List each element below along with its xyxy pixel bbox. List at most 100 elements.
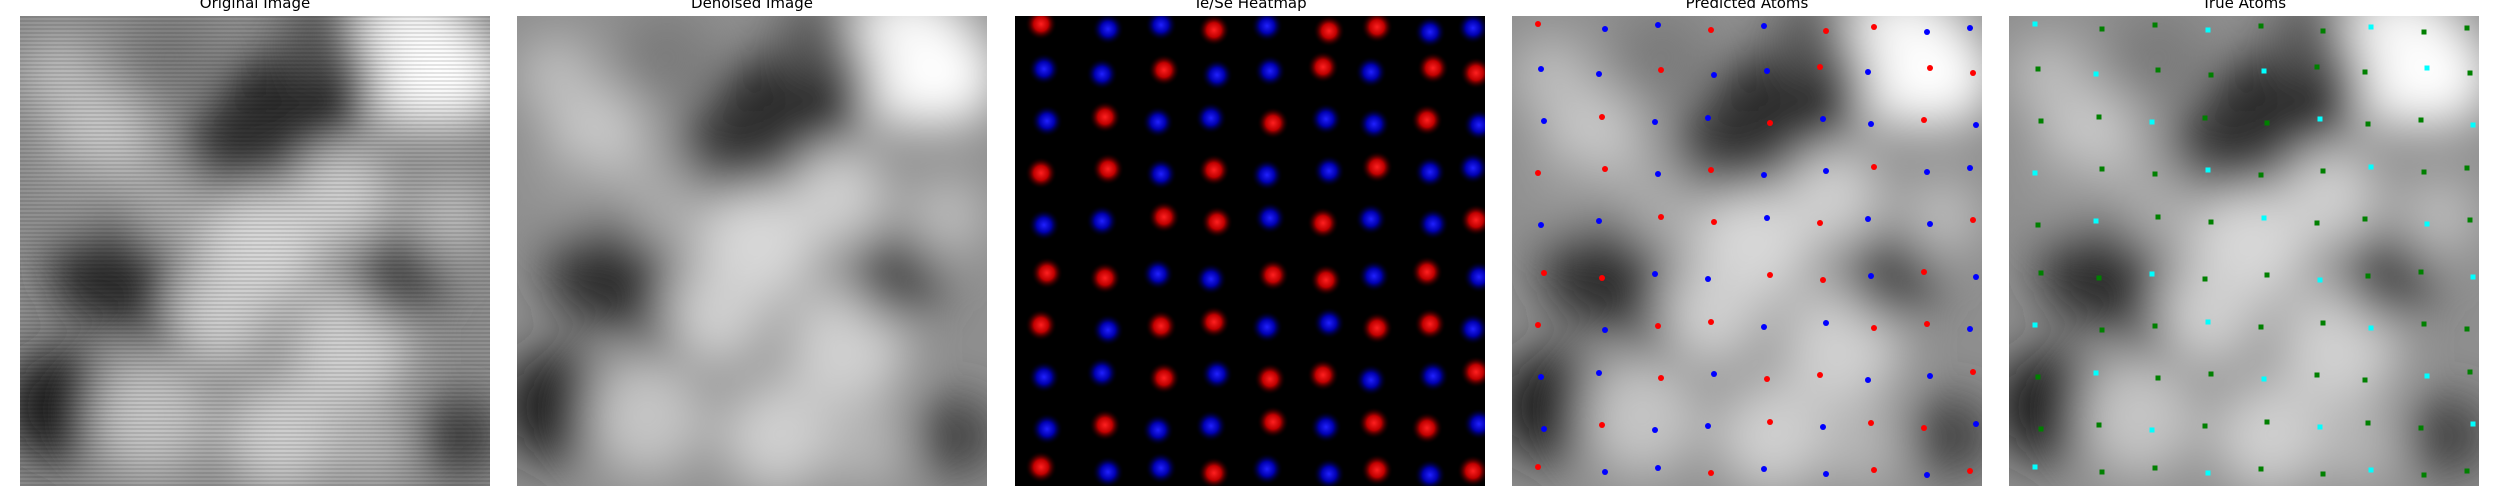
predicted-se-atom xyxy=(1596,370,1602,376)
true-se-atom xyxy=(2365,273,2371,279)
te-heat-spot xyxy=(1457,455,1485,486)
te-heat-spot xyxy=(1417,52,1449,84)
true-se-atom xyxy=(2362,377,2368,383)
texture-blob xyxy=(827,406,907,486)
true-te-atom xyxy=(2424,373,2430,379)
true-se-atom xyxy=(2035,66,2041,72)
se-heat-spot xyxy=(1086,58,1118,90)
texture-blob xyxy=(2009,36,2089,116)
predicted-se-atom xyxy=(1865,216,1871,222)
predicted-se-atom xyxy=(1823,320,1829,326)
predicted-se-atom xyxy=(1967,165,1973,171)
predicted-se-atom xyxy=(1868,273,1874,279)
te-heat-spot xyxy=(1198,16,1230,46)
te-heat-spot xyxy=(1361,454,1393,486)
te-heat-spot xyxy=(1361,312,1393,344)
predicted-se-atom xyxy=(1761,23,1767,29)
predicted-se-atom xyxy=(1924,472,1930,478)
predicted-se-atom xyxy=(1823,168,1829,174)
se-heat-spot xyxy=(1463,109,1485,141)
se-heat-spot xyxy=(1254,55,1286,87)
se-heat-spot xyxy=(1028,209,1060,241)
te-heat-spot xyxy=(1089,101,1121,133)
predicted-se-atom xyxy=(1655,465,1661,471)
predicted-te-atom xyxy=(1921,117,1927,123)
texture-blob xyxy=(907,176,987,256)
te-heat-spot xyxy=(1307,359,1339,391)
predicted-se-atom xyxy=(1924,29,1930,35)
true-se-atom xyxy=(2418,425,2424,431)
panel-title-true: True Atoms xyxy=(2201,0,2287,12)
te-heat-spot xyxy=(1257,107,1289,139)
predicted-se-atom xyxy=(1538,222,1544,228)
predicted-se-atom xyxy=(1927,221,1933,227)
predicted-se-atom xyxy=(1541,118,1547,124)
texture-blob xyxy=(587,356,707,476)
texture-blob xyxy=(777,16,857,76)
se-heat-spot xyxy=(1092,16,1124,45)
true-se-atom xyxy=(2038,118,2044,124)
true-se-atom xyxy=(2365,121,2371,127)
true-se-atom xyxy=(2099,26,2105,32)
true-se-atom xyxy=(2467,369,2473,375)
predicted-se-atom xyxy=(1865,377,1871,383)
predicted-te-atom xyxy=(1921,269,1927,275)
texture-blob xyxy=(2409,396,2479,476)
true-se-atom xyxy=(2314,220,2320,226)
heatmap-panel xyxy=(1015,16,1485,486)
texture-blob xyxy=(2114,161,2204,251)
predicted-te-atom xyxy=(1767,120,1773,126)
se-heat-spot xyxy=(1310,411,1342,443)
true-se-atom xyxy=(2099,469,2105,475)
te-heat-spot xyxy=(1148,54,1180,86)
te-se-heatmap xyxy=(1015,16,1485,486)
true-se-atom xyxy=(2035,374,2041,380)
true-te-atom xyxy=(2032,21,2038,27)
true-te-atom xyxy=(2205,167,2211,173)
predicted-se-atom xyxy=(1541,426,1547,432)
te-heat-spot xyxy=(1307,51,1339,83)
se-heat-spot xyxy=(1417,360,1449,392)
true-se-atom xyxy=(2258,466,2264,472)
predicted-atoms xyxy=(1512,16,1982,486)
true-se-atom xyxy=(2320,471,2326,477)
predicted-te-atom xyxy=(1817,220,1823,226)
true-te-atom xyxy=(2032,322,2038,328)
true-te-atom xyxy=(2470,274,2476,280)
true-se-atom xyxy=(2464,326,2470,332)
true-te-atom xyxy=(2093,218,2099,224)
se-heat-spot xyxy=(1195,410,1227,442)
se-heat-spot xyxy=(1195,263,1227,295)
se-heat-spot xyxy=(1092,456,1124,486)
true-te-atom xyxy=(2032,464,2038,470)
true-se-atom xyxy=(2035,222,2041,228)
predicted-te-atom xyxy=(1868,420,1874,426)
se-heat-spot xyxy=(1457,152,1485,184)
predicted-se-atom xyxy=(1711,371,1717,377)
se-heat-spot xyxy=(1142,106,1174,138)
denoised-image xyxy=(517,16,987,486)
texture-blob xyxy=(852,231,942,321)
texture-blob xyxy=(1772,16,1852,76)
predicted-se-atom xyxy=(1538,374,1544,380)
se-heat-spot xyxy=(1254,202,1286,234)
predicted-se-atom xyxy=(1602,327,1608,333)
true-te-atom xyxy=(2149,427,2155,433)
te-heat-spot xyxy=(1025,309,1057,341)
predicted-se-atom xyxy=(1596,218,1602,224)
te-heat-spot xyxy=(1411,412,1443,444)
texture-blob xyxy=(2214,381,2324,486)
texture-blob xyxy=(2399,176,2479,256)
predicted-se-atom xyxy=(1705,115,1711,121)
se-heat-spot xyxy=(1313,458,1345,486)
true-te-atom xyxy=(2470,421,2476,427)
predicted-se-atom xyxy=(1823,471,1829,477)
true-se-atom xyxy=(2362,216,2368,222)
predicted-se-atom xyxy=(1655,171,1661,177)
se-heat-spot xyxy=(1142,414,1174,446)
true-se-atom xyxy=(2464,165,2470,171)
predicted-se-atom xyxy=(1602,26,1608,32)
true-se-atom xyxy=(2320,168,2326,174)
te-heat-spot xyxy=(1411,256,1443,288)
texture-blob xyxy=(2159,266,2259,366)
